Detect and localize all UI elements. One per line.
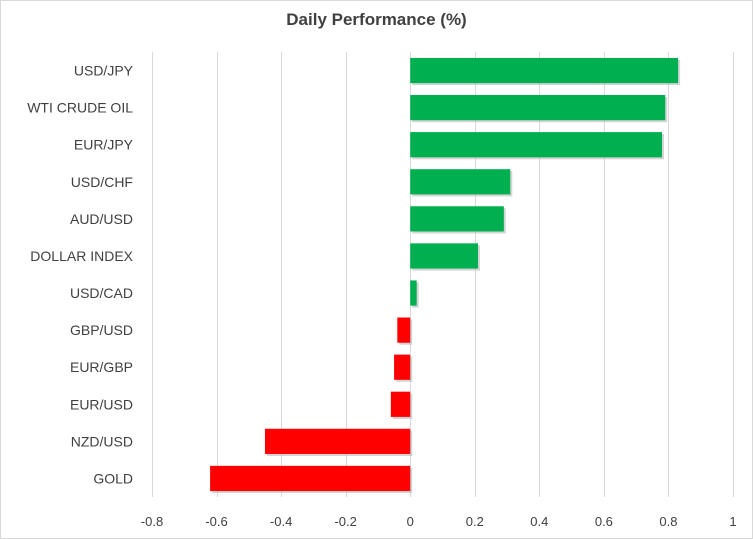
chart-title: Daily Performance (%) — [286, 10, 467, 29]
category-labels: USD/JPY WTI CRUDE OIL EUR/JPY USD/CHF AUD/US… — [27, 63, 133, 487]
x-tick-label: 0.4 — [530, 514, 548, 529]
x-tick-label: 0.2 — [466, 514, 484, 529]
category-label: EUR/USD — [70, 396, 133, 412]
category-label: AUD/USD — [70, 211, 133, 227]
gridlines — [152, 52, 734, 497]
category-label: GBP/USD — [70, 322, 133, 338]
category-label: GOLD — [93, 470, 133, 486]
x-tick-label: -0.8 — [141, 514, 163, 529]
category-label: EUR/JPY — [74, 137, 134, 153]
category-label: USD/CAD — [70, 285, 133, 301]
x-tick-label: 1 — [729, 514, 736, 529]
bar-eur-jpy — [410, 132, 662, 158]
x-tick-label: -0.4 — [270, 514, 292, 529]
category-label: USD/JPY — [74, 63, 134, 79]
bar-gold — [210, 465, 411, 492]
bar-eur-gbp — [394, 354, 411, 380]
bar-usd-cad — [410, 280, 417, 306]
bar-aud-usd — [410, 206, 504, 232]
x-tick-label: 0.8 — [659, 514, 677, 529]
x-tick-labels: -0.8 -0.6 -0.4 -0.2 0 0.2 0.4 0.6 0.8 1 — [141, 514, 737, 529]
category-label: EUR/GBP — [70, 359, 133, 375]
bar-eur-usd — [390, 391, 411, 417]
bar-wti-crude-oil — [410, 95, 666, 121]
category-label: USD/CHF — [71, 174, 133, 190]
bar-gbp-usd — [397, 317, 411, 343]
x-tick-label: -0.2 — [334, 514, 356, 529]
x-tick-label: -0.6 — [205, 514, 227, 529]
bars — [210, 57, 681, 494]
category-label: WTI CRUDE OIL — [27, 100, 133, 116]
category-label: DOLLAR INDEX — [30, 248, 133, 264]
bar-usd-jpy — [410, 57, 679, 84]
bar-usd-chf — [410, 169, 511, 195]
bar-dollar-index — [410, 243, 479, 269]
x-tick-label: 0 — [407, 514, 414, 529]
x-tick-label: 0.6 — [595, 514, 613, 529]
bar-nzd-usd — [264, 428, 411, 454]
category-label: NZD/USD — [71, 433, 133, 449]
